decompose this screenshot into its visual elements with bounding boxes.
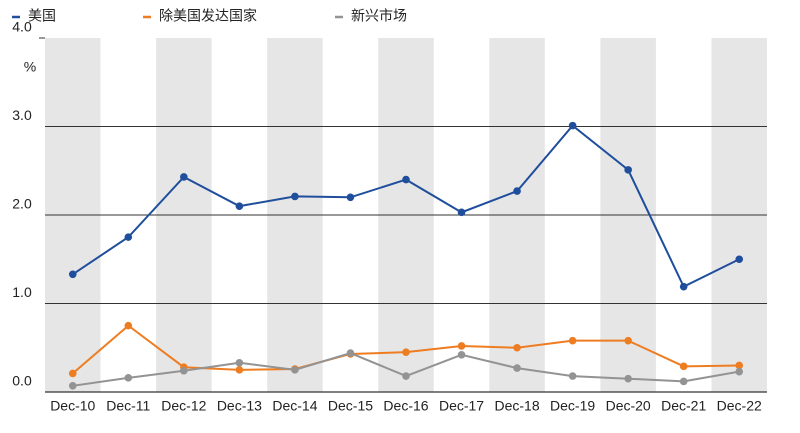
point [291,366,299,374]
point [457,208,466,217]
legend-label: 新兴市场 [351,8,407,24]
point [402,175,410,184]
point [291,192,299,201]
x-tick-label: Dec-13 [217,398,262,414]
y-tick-label: 1.0 [12,284,32,300]
point [624,166,632,174]
x-tick-label: Dec-12 [161,398,206,414]
x-tick-label: Dec-14 [272,398,317,414]
x-tick-label: Dec-21 [661,398,706,414]
point [679,362,688,371]
point [513,187,521,195]
x-tick-label: Dec-10 [50,398,95,414]
y-tick-label: 4.0 [12,19,32,35]
x-tick-label: Dec-11 [106,398,150,414]
x-tick-label: Dec-18 [495,398,540,414]
point [513,364,521,372]
point [346,349,355,357]
point [346,193,355,202]
x-tick-label: Dec-20 [606,398,651,414]
point [68,270,77,279]
point [235,366,244,374]
point [568,336,577,345]
legend-label: 美国 [28,8,56,24]
y-tick-label: 2.0 [12,196,32,212]
point [624,336,632,345]
point [68,369,77,378]
point [457,351,466,359]
point [568,372,577,380]
y-tick-label: 0.0 [12,373,32,389]
point [735,255,744,264]
point [180,173,188,181]
point [457,342,466,350]
point [235,358,244,367]
x-tick-label: Dec-15 [328,398,373,414]
x-tick-label: Dec-19 [550,398,595,414]
point [124,233,133,241]
point [735,361,744,370]
point [124,321,133,330]
point [679,282,688,291]
legend-label: 除美国发达国家 [159,8,257,24]
x-tick-label: Dec-17 [439,398,484,414]
point [402,372,410,380]
point [124,374,133,382]
point [735,367,744,376]
x-tick-label: Dec-16 [383,398,428,414]
point [568,121,577,130]
point [624,374,632,383]
point [235,202,244,210]
x-tick-label: Dec-22 [717,398,762,414]
point [402,348,410,356]
point [679,377,688,386]
y-unit: % [24,59,36,75]
point [180,366,188,375]
y-tick-label: 3.0 [12,107,32,123]
point [68,382,77,390]
point [513,343,521,352]
